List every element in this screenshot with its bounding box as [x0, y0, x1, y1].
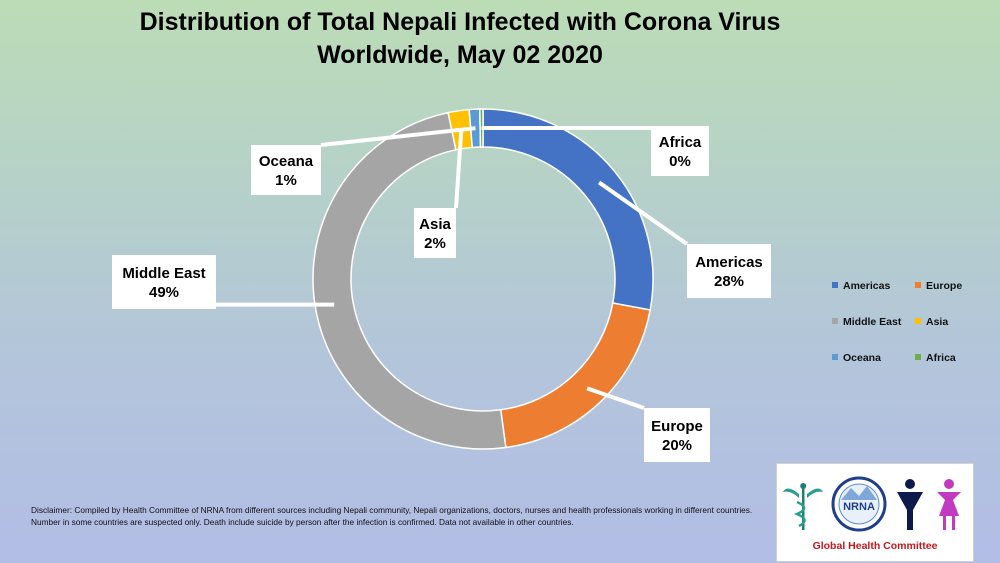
- chart-title: Distribution of Total Nepali Infected wi…: [0, 6, 920, 72]
- legend-item-asia: Asia: [915, 316, 948, 328]
- legend-label: Oceana: [843, 352, 881, 364]
- logo-emblem-text: NRNA: [843, 501, 875, 513]
- legend-swatch: [832, 354, 838, 361]
- slice-africa: [479, 108, 484, 148]
- legend-label: Africa: [926, 352, 956, 364]
- data-label-value-asia: 2%: [424, 235, 446, 252]
- legend-item-middle-east: Middle East: [832, 316, 901, 328]
- data-label-name-asia: Asia: [419, 216, 451, 233]
- data-label-box-europe: [644, 408, 710, 462]
- nrna-emblem-icon: NRNA: [831, 476, 887, 532]
- legend-item-europe: Europe: [915, 280, 962, 292]
- slice-middle-east: [312, 111, 507, 450]
- legend-label: Americas: [843, 280, 891, 292]
- legend-swatch: [915, 282, 921, 289]
- slice-europe: [499, 302, 652, 449]
- legend-item-africa: Africa: [915, 352, 956, 364]
- female-figure-icon: [937, 479, 961, 530]
- data-label-name-africa: Africa: [659, 134, 702, 151]
- caduceus-icon: [783, 483, 823, 530]
- legend-swatch: [832, 282, 838, 289]
- data-label-value-oceana: 1%: [275, 172, 297, 189]
- leader-line-europe: [586, 386, 645, 410]
- data-label-value-middle-east: 49%: [149, 284, 179, 301]
- chart-title-line-1: Distribution of Total Nepali Infected wi…: [139, 8, 781, 36]
- logo-panel: NRNA Global Health Committee: [776, 463, 974, 562]
- logo-graphic: NRNA: [783, 476, 961, 532]
- data-label-value-americas: 28%: [714, 273, 744, 290]
- data-label-value-africa: 0%: [669, 153, 691, 170]
- logo-caption: Global Health Committee: [812, 540, 938, 552]
- data-label-box-asia: [414, 208, 456, 258]
- slice-americas: [482, 108, 654, 311]
- legend-swatch: [915, 318, 921, 325]
- data-label-box-americas: [687, 244, 771, 298]
- data-label-name-europe: Europe: [651, 418, 703, 435]
- data-label-box-oceana: [251, 145, 321, 195]
- leader-line-americas: [597, 180, 689, 246]
- data-label-name-middle-east: Middle East: [122, 265, 205, 282]
- legend-item-oceana: Oceana: [832, 352, 881, 364]
- data-label-box-africa: [651, 126, 709, 176]
- male-figure-icon: [897, 479, 923, 530]
- leader-line-asia: [454, 129, 464, 209]
- data-label-name-americas: Americas: [695, 254, 763, 271]
- leader-line-oceana: [320, 126, 476, 147]
- legend-label: Europe: [926, 280, 963, 292]
- legend-item-americas: Americas: [832, 280, 890, 292]
- legend-swatch: [915, 354, 921, 361]
- chart-title-line-2: Worldwide, May 02 2020: [317, 41, 603, 69]
- legend-label: Asia: [926, 316, 949, 328]
- data-label-box-middle-east: [112, 255, 216, 309]
- disclaimer-text: Disclaimer: Compiled by Health Committee…: [31, 505, 753, 527]
- data-label-name-oceana: Oceana: [259, 153, 314, 170]
- data-label-value-europe: 20%: [662, 437, 692, 454]
- legend-label: Middle East: [843, 316, 902, 328]
- legend-swatch: [832, 318, 838, 325]
